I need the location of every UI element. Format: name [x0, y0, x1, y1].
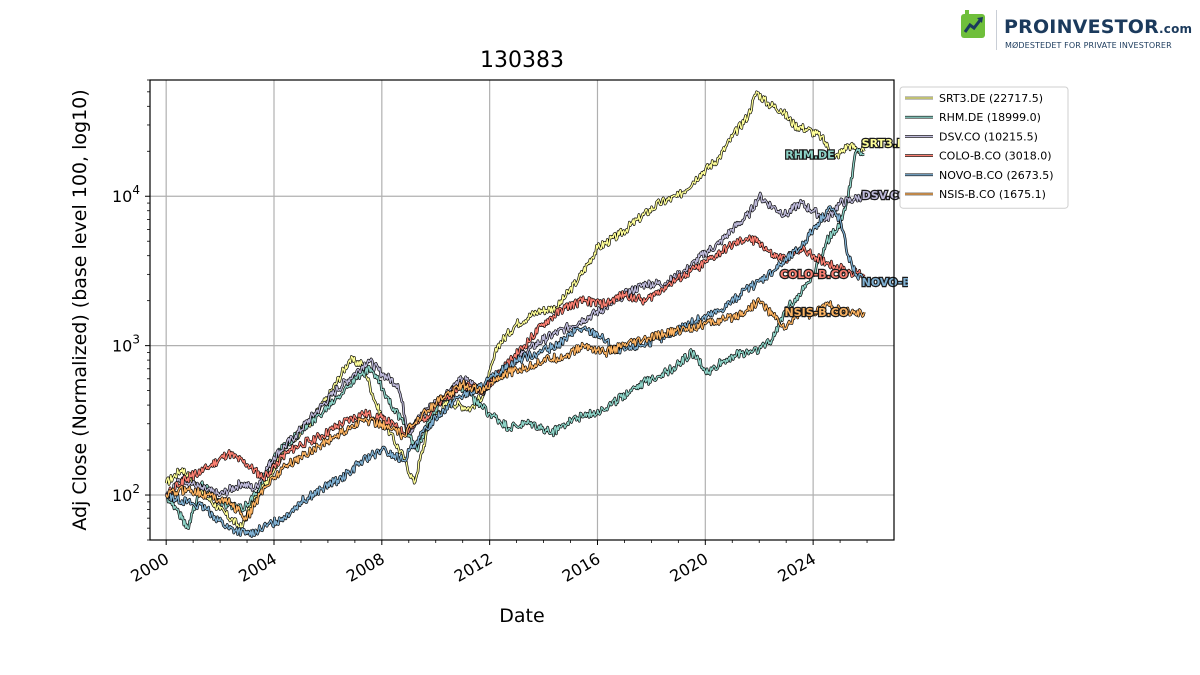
series-colo-b-co — [165, 234, 866, 498]
plot-frame — [149, 79, 895, 541]
grid-layer — [150, 80, 894, 540]
y-tick-base: 10 — [112, 337, 132, 356]
brand-name: PROINVESTOR.com — [1004, 16, 1193, 38]
legend-item: RHM.DE (18999.0) — [905, 111, 1041, 124]
x-tick-label: 2024 — [774, 549, 819, 586]
legend: SRT3.DE (22717.5) RHM.DE (18999.0) DSV.CO … — [899, 86, 1069, 209]
series-end-label: COLO-B.CO — [780, 268, 848, 281]
x-tick-label: 2000 — [127, 549, 172, 586]
brand-tagline: MØDESTEDET FOR PRIVATE INVESTORER — [1005, 41, 1172, 50]
series-line — [165, 235, 865, 498]
legend-item: NOVO-B.CO (2673.5) — [905, 169, 1054, 182]
brand-divider — [996, 10, 997, 50]
brand-logo: PROINVESTOR.com MØDESTEDET FOR PRIVATE I… — [960, 10, 1195, 55]
series-end-label: RHM.DE — [785, 149, 834, 162]
x-tick-label: 2020 — [667, 549, 712, 586]
y-tick-base: 10 — [112, 187, 132, 206]
series-end-label: NSIS-B.CO — [784, 306, 848, 319]
series-line — [165, 191, 865, 498]
series-line-outline — [165, 205, 866, 538]
legend-label: COLO-B.CO (3018.0) — [939, 150, 1052, 163]
series-novo-b-co — [165, 205, 866, 538]
legend-label: NSIS-B.CO (1675.1) — [939, 188, 1046, 201]
y-tick-label: 103 — [112, 333, 140, 356]
legend-label: RHM.DE (18999.0) — [939, 111, 1041, 124]
x-tick-label: 2012 — [451, 549, 496, 586]
y-tick-label: 102 — [112, 482, 140, 505]
legend-item: NSIS-B.CO (1675.1) — [905, 188, 1046, 201]
legend-label: NOVO-B.CO (2673.5) — [939, 169, 1054, 182]
legend-box — [899, 86, 1069, 209]
y-tick-base: 10 — [112, 486, 132, 505]
series-line — [165, 297, 865, 521]
x-tick-label: 2016 — [559, 549, 604, 586]
series-nsis-b-co — [165, 297, 866, 522]
series-line-outline — [165, 191, 866, 499]
legend-label: DSV.CO (10215.5) — [939, 130, 1038, 143]
chart-badge-icon — [961, 10, 985, 38]
series-line — [165, 206, 865, 538]
chart-title: 130383 — [480, 48, 564, 73]
series-end-label: NOVO-B.CO — [862, 276, 933, 289]
y-tick-label: 104 — [112, 183, 140, 206]
legend-item: COLO-B.CO (3018.0) — [905, 150, 1052, 163]
y-tick-exponent: 4 — [132, 183, 140, 197]
y-tick-exponent: 3 — [132, 333, 140, 347]
series-dsv-co — [165, 191, 866, 499]
x-axis-title: Date — [499, 605, 544, 627]
x-tick-label: 2008 — [343, 549, 388, 586]
legend-label: SRT3.DE (22717.5) — [939, 92, 1043, 105]
series-line-outline — [165, 297, 866, 522]
series-end-label: SRT3.DE — [862, 137, 914, 150]
series-end-label: DSV.CO — [862, 189, 908, 202]
y-tick-exponent: 2 — [132, 482, 140, 496]
x-tick-label: 2004 — [235, 549, 280, 586]
end-labels: SRT3.DE RHM.DE DSV.CO COLO-B.CO NOVO-B.CO NSI… — [779, 136, 933, 321]
series-layer — [164, 90, 866, 538]
legend-item: DSV.CO (10215.5) — [905, 130, 1038, 143]
y-axis-title: Adj Close (Normalized) (base level 100, … — [69, 89, 91, 530]
legend-item: SRT3.DE (22717.5) — [905, 92, 1043, 105]
